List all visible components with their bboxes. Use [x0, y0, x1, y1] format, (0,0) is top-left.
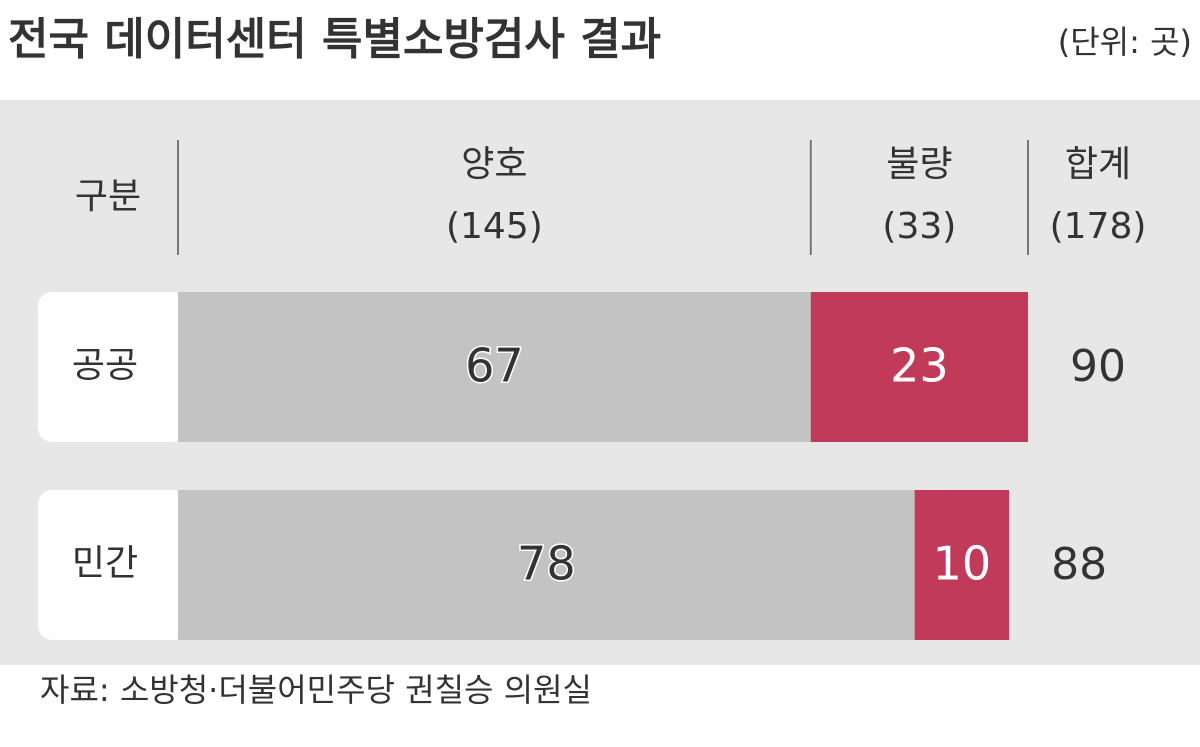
bar-segment [914, 490, 1010, 640]
bar-segment [178, 490, 915, 640]
category-box [38, 490, 188, 640]
row-total: 90 [1070, 341, 1126, 392]
category-label: 민간 [72, 543, 138, 584]
bar-segment [810, 292, 1028, 442]
totals-header: 합계 [1065, 144, 1131, 185]
totals-header-label: (178) [1050, 206, 1147, 247]
series-name: 불량 [886, 144, 952, 185]
series-name: 양호 [461, 144, 527, 185]
chart-subtitle: (단위: 곳) [1058, 23, 1192, 61]
bar-segment [178, 292, 811, 442]
series-total: (145) [446, 206, 543, 247]
bar-value: 67 [465, 339, 524, 393]
bar-value: 10 [933, 537, 992, 591]
bar-value: 78 [517, 537, 576, 591]
category-box [38, 292, 188, 442]
bar-value: 23 [890, 339, 949, 393]
row-total: 88 [1051, 539, 1107, 590]
category-label: 공공 [72, 345, 138, 386]
series-total: (33) [882, 206, 956, 247]
source: 자료: 소방청·더불어민주당 권칠승 의원실 [40, 671, 592, 709]
category-header: 구분 [75, 176, 141, 217]
chart-title: 전국 데이터센터 특별소방검사 결과 [8, 14, 661, 65]
